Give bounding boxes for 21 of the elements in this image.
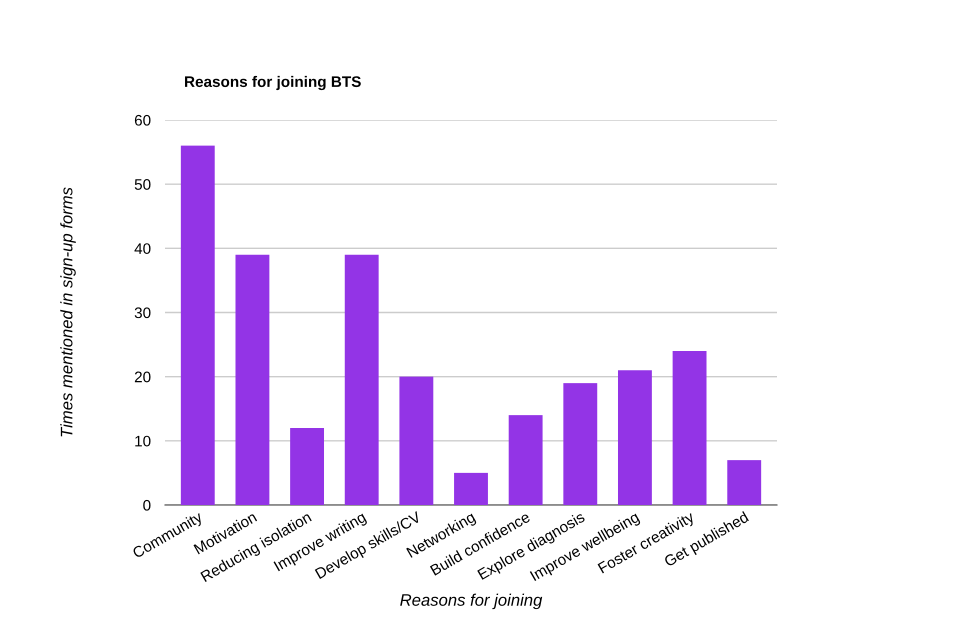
y-tick-label: 50	[134, 179, 151, 190]
bar	[180, 146, 215, 505]
y-axis-title: Times mentioned in sign-up forms	[60, 187, 76, 436]
y-tick-label: 10	[135, 436, 151, 447]
y-tick-label: 0	[143, 500, 151, 511]
bar	[727, 460, 762, 505]
bar	[235, 254, 270, 505]
bar	[672, 351, 707, 505]
y-tick-label: 20	[134, 372, 151, 382]
bar	[344, 254, 379, 505]
bar	[563, 383, 598, 505]
y-tick-label: 40	[134, 243, 151, 254]
bar	[618, 370, 652, 505]
bar	[508, 415, 543, 505]
bar	[399, 376, 434, 505]
bar	[454, 472, 488, 505]
bar	[290, 428, 324, 505]
y-tick-label: 30	[134, 307, 151, 318]
chart-title: Reasons for joining BTS	[185, 76, 361, 90]
y-tick-label: 60	[134, 114, 151, 126]
x-axis-title: Reasons for joining	[400, 594, 542, 610]
